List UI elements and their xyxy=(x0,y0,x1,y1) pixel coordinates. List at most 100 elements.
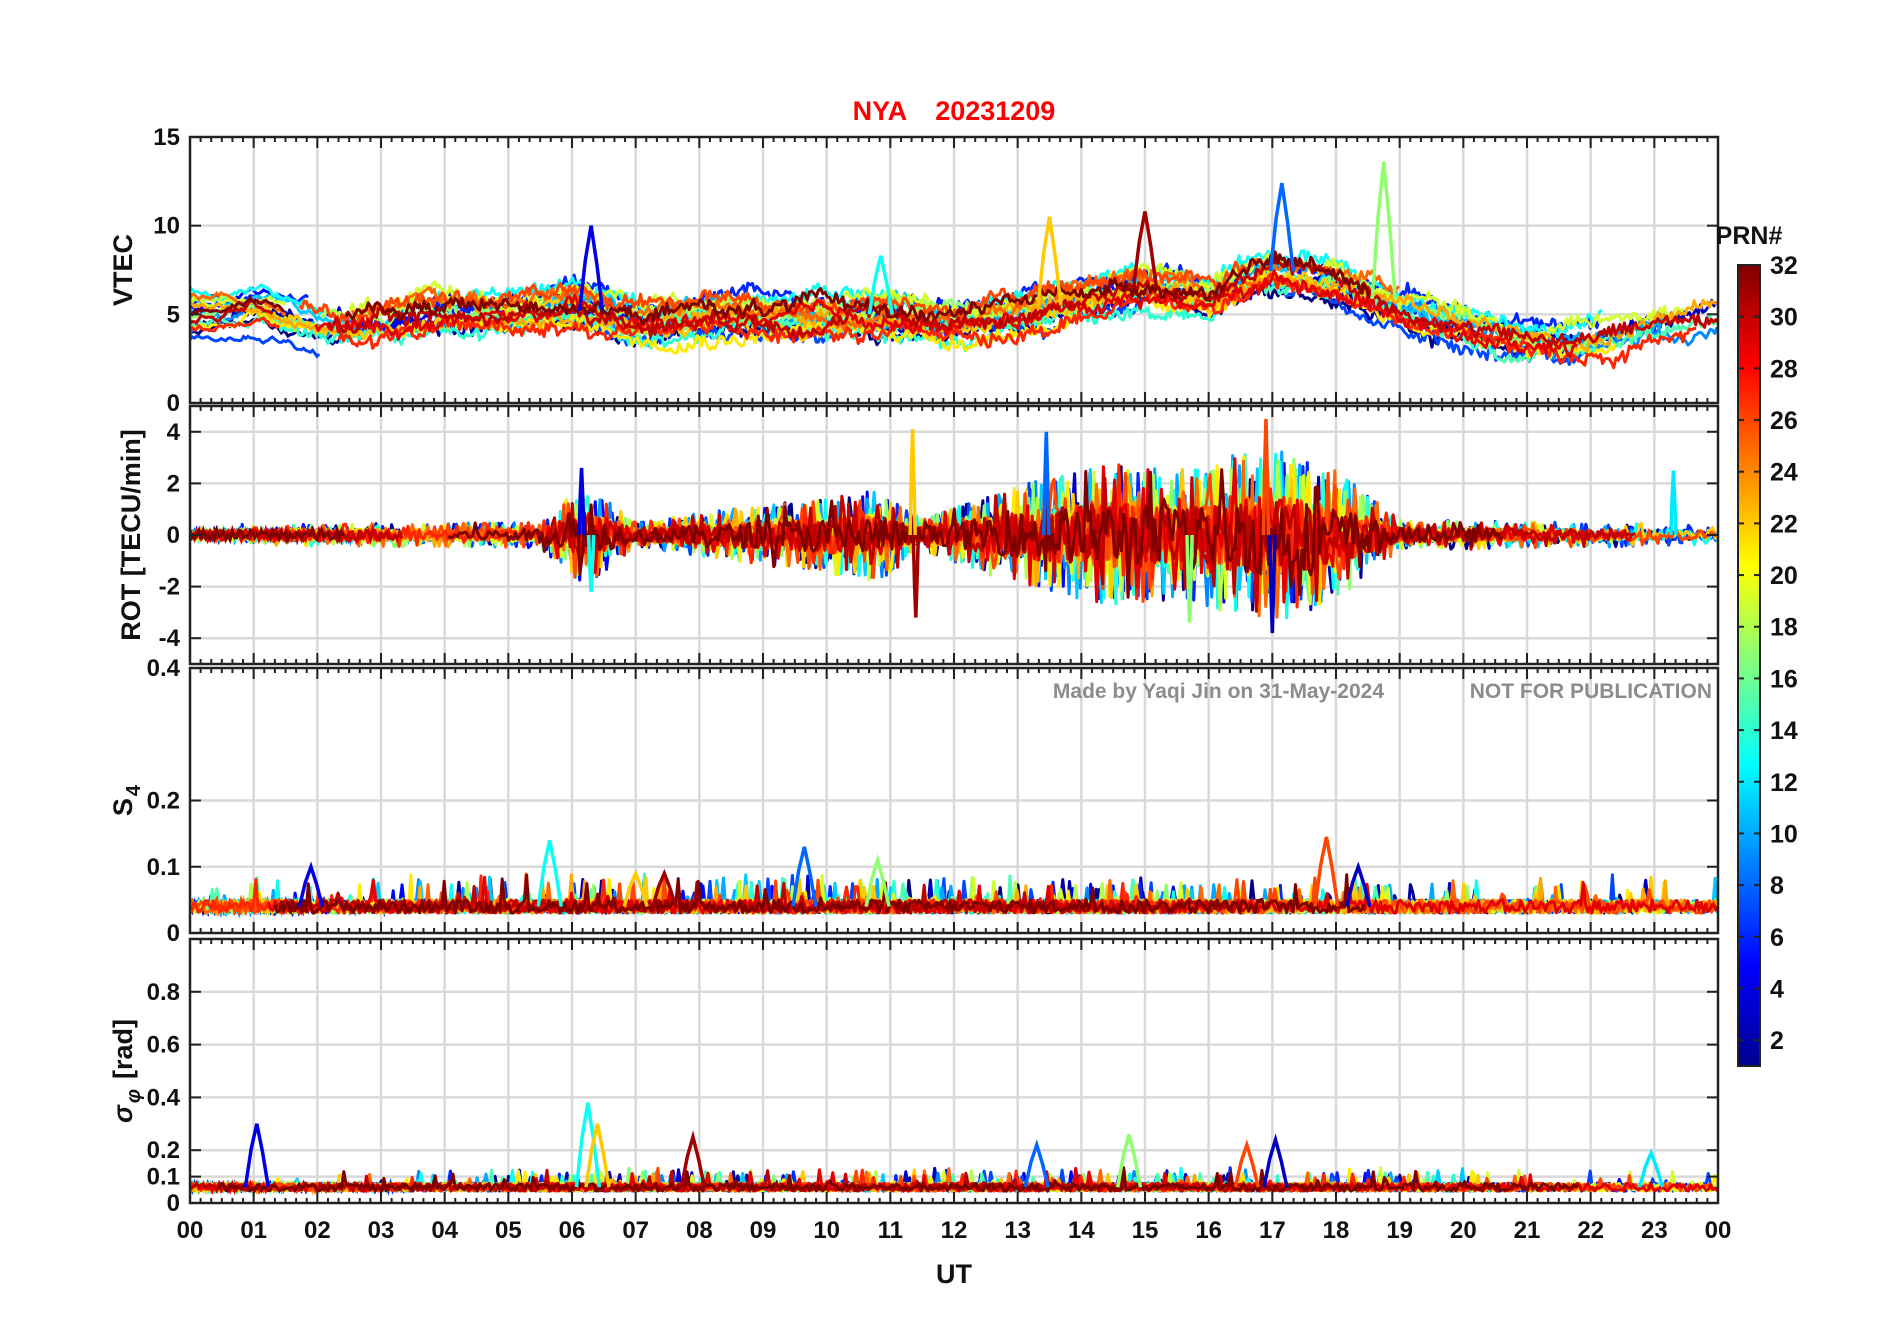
peak-mark xyxy=(1115,1133,1143,1188)
prn-series-line xyxy=(190,524,346,545)
series-group xyxy=(190,836,1718,919)
panel-rot: -4 -2 0 2 4 ROT [TECU/min] xyxy=(116,404,1720,666)
peak-mark xyxy=(1131,211,1159,288)
peak-mark xyxy=(1036,216,1063,306)
y-axis-label: ROT [TECU/min] xyxy=(116,429,146,640)
peak-mark xyxy=(679,1130,707,1188)
colorbar-tick-label: 18 xyxy=(1770,614,1798,642)
x-tick-label: 06 xyxy=(559,1217,586,1244)
colorbar-gradient xyxy=(1737,264,1761,1067)
colorbar-tick-label: 30 xyxy=(1770,304,1798,332)
y-tick-label: 0.1 xyxy=(147,1164,180,1191)
peak-mark xyxy=(1370,161,1397,299)
prn-series-line xyxy=(344,250,1371,326)
x-tick-label: 13 xyxy=(1004,1217,1031,1244)
x-tick-label: 17 xyxy=(1259,1217,1286,1244)
watermark-author: Made by Yaqi Jin on 31-May-2024 xyxy=(1053,680,1384,703)
x-tick-label: 04 xyxy=(431,1217,458,1244)
panel-sigma_phi: 00.10.2 0.4 0.6 0.8σφ[rad] 00 01 02 03 04 05 06 07 0… xyxy=(108,937,1732,1244)
y-tick-label: 0.2 xyxy=(147,788,180,815)
y-tick-label: -2 xyxy=(159,574,180,601)
x-tick-label: 07 xyxy=(622,1217,649,1244)
colorbar-tick-label: 16 xyxy=(1770,665,1798,693)
peak-mark xyxy=(1345,861,1372,907)
x-tick-label: 03 xyxy=(368,1217,395,1244)
prn-series-line xyxy=(190,334,321,359)
peak-mark xyxy=(1042,431,1051,536)
y-axis-label: σφ[rad] xyxy=(108,1019,145,1123)
y-tick-label: 0.1 xyxy=(147,854,180,881)
peak-mark xyxy=(1023,1139,1050,1188)
peak-mark xyxy=(1185,534,1194,623)
peak-mark xyxy=(577,225,605,311)
peak-mark xyxy=(574,1102,602,1188)
colorbar-tick-label: 12 xyxy=(1770,769,1798,797)
peak-mark xyxy=(622,868,649,908)
y-tick-label: 15 xyxy=(153,124,180,151)
y-tick-label: 0 xyxy=(167,920,180,947)
x-tick-label: 20 xyxy=(1450,1217,1477,1244)
prn-series-line xyxy=(190,299,274,325)
prn-series-line xyxy=(217,1166,1580,1193)
x-tick-label: 05 xyxy=(495,1217,522,1244)
peak-mark xyxy=(1233,1139,1261,1188)
y-tick-label: 0.8 xyxy=(147,979,180,1006)
peak-mark xyxy=(864,853,891,907)
x-tick-label: 10 xyxy=(813,1217,840,1244)
peak-mark xyxy=(297,861,325,907)
colorbar-tick-label: 10 xyxy=(1770,820,1798,848)
peak-mark xyxy=(911,534,921,618)
peak-mark xyxy=(1261,418,1271,536)
peak-mark xyxy=(1638,1148,1665,1188)
x-tick-label: 22 xyxy=(1577,1217,1604,1244)
peak-mark xyxy=(651,868,678,908)
prn-series-line xyxy=(190,316,281,333)
panel-vtec: 0 5 10 15 VTEC xyxy=(108,124,1720,417)
prn-series-line xyxy=(447,468,1504,599)
y-tick-label: 10 xyxy=(153,213,180,240)
prn-series-line xyxy=(190,295,285,317)
colorbar-tick-label: 24 xyxy=(1770,459,1798,487)
colorbar-tick-label: 6 xyxy=(1770,924,1784,952)
x-tick-label: 02 xyxy=(304,1217,331,1244)
y-tick-label: 4 xyxy=(167,419,181,446)
peak-mark xyxy=(243,1123,271,1188)
y-tick-label: 0.6 xyxy=(147,1032,180,1059)
colorbar-tick-label: 22 xyxy=(1770,510,1798,538)
y-tick-label: 0 xyxy=(167,390,180,417)
prn-series-line xyxy=(273,873,1366,915)
x-tick-label: 00 xyxy=(1705,1217,1732,1244)
y-tick-label: 0 xyxy=(167,1190,180,1217)
x-tick-label: 21 xyxy=(1514,1217,1541,1244)
chart-title: NYA 20231209 xyxy=(853,96,1056,126)
y-tick-label: 0.4 xyxy=(147,1084,181,1111)
colorbar-tick-label: 8 xyxy=(1770,872,1784,900)
peak-mark xyxy=(1268,182,1296,272)
peak-mark xyxy=(867,255,894,315)
colorbar-tick-label: 28 xyxy=(1770,355,1798,383)
colorbar-tick-label: 2 xyxy=(1770,1027,1784,1055)
series-group xyxy=(190,1102,1718,1197)
watermark-notice: NOT FOR PUBLICATION xyxy=(1470,680,1712,703)
y-tick-label: 0.4 xyxy=(147,655,181,682)
y-tick-label: -4 xyxy=(159,625,181,652)
colorbar-tick-label: 4 xyxy=(1770,975,1784,1003)
x-tick-label: 00 xyxy=(177,1217,204,1244)
colorbar-tick-label: 32 xyxy=(1770,252,1798,280)
x-tick-label: 11 xyxy=(878,1217,903,1244)
colorbar-tick-label: 26 xyxy=(1770,407,1798,435)
peak-mark xyxy=(586,534,596,592)
colorbar-tick-label: 14 xyxy=(1770,717,1798,745)
y-axis-label: VTEC xyxy=(108,234,138,306)
colorbar-label: PRN# xyxy=(1716,222,1783,250)
x-tick-label: 16 xyxy=(1195,1217,1222,1244)
y-tick-label: 2 xyxy=(167,470,180,497)
peak-mark xyxy=(908,429,917,536)
x-tick-label: 09 xyxy=(750,1217,777,1244)
x-tick-label: 12 xyxy=(941,1217,968,1244)
y-axis-label: S4 xyxy=(108,784,145,816)
y-tick-label: 0 xyxy=(167,522,180,549)
series-group xyxy=(190,418,1718,634)
